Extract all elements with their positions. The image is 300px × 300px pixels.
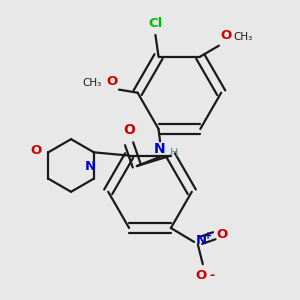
- Text: O: O: [217, 228, 228, 241]
- Text: O: O: [220, 29, 232, 42]
- Text: N: N: [196, 234, 207, 247]
- Text: O: O: [123, 123, 135, 137]
- Text: H: H: [170, 148, 178, 158]
- Text: O: O: [196, 269, 207, 282]
- Text: CH₃: CH₃: [234, 32, 253, 42]
- Text: O: O: [31, 144, 42, 157]
- Text: N: N: [85, 160, 96, 173]
- Text: O: O: [106, 75, 118, 88]
- Text: +: +: [204, 231, 212, 242]
- Text: Cl: Cl: [148, 17, 163, 30]
- Text: CH₃: CH₃: [83, 78, 102, 88]
- Text: -: -: [210, 269, 215, 282]
- Text: N: N: [154, 142, 166, 156]
